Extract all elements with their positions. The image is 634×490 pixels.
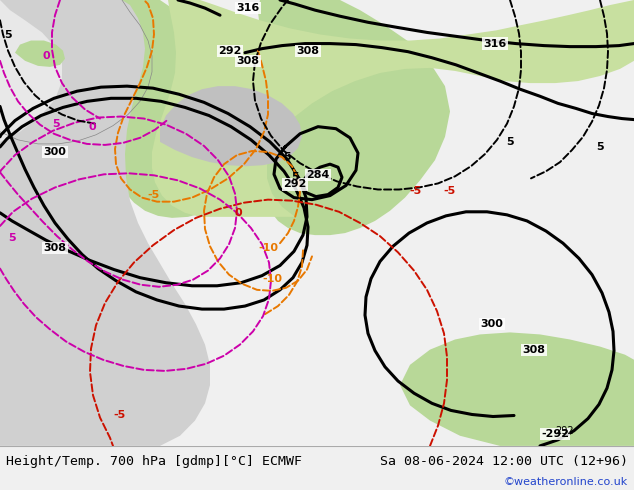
Text: ©weatheronline.co.uk: ©weatheronline.co.uk — [504, 477, 628, 487]
Text: -5: -5 — [409, 186, 421, 196]
Text: 284: 284 — [306, 171, 330, 180]
Text: 308: 308 — [44, 244, 67, 253]
Text: 308: 308 — [297, 46, 320, 56]
Polygon shape — [258, 0, 450, 235]
Text: 0: 0 — [234, 208, 242, 218]
Polygon shape — [400, 0, 634, 446]
Text: 0: 0 — [88, 122, 96, 132]
Text: 308: 308 — [236, 56, 259, 66]
Text: 0: 0 — [42, 51, 50, 61]
Text: 300: 300 — [481, 319, 503, 329]
Text: 5: 5 — [506, 137, 514, 147]
Text: 316: 316 — [483, 39, 507, 49]
Text: 292: 292 — [218, 46, 242, 56]
Text: 292: 292 — [555, 426, 574, 436]
Text: 300: 300 — [44, 147, 67, 157]
Text: -10: -10 — [262, 274, 282, 284]
Text: -5: -5 — [114, 411, 126, 420]
Text: 5: 5 — [4, 30, 12, 41]
Text: 5: 5 — [52, 119, 60, 129]
Polygon shape — [112, 0, 274, 218]
Text: Sa 08-06-2024 12:00 UTC (12+96): Sa 08-06-2024 12:00 UTC (12+96) — [380, 455, 628, 468]
Text: 316: 316 — [236, 3, 260, 13]
Text: -5: -5 — [148, 190, 160, 199]
Polygon shape — [15, 41, 65, 67]
Polygon shape — [152, 0, 634, 217]
Text: -5: -5 — [444, 186, 456, 196]
Text: -10: -10 — [258, 244, 278, 253]
Text: 5: 5 — [283, 152, 291, 162]
Text: -292: -292 — [541, 429, 569, 439]
Text: 292: 292 — [283, 179, 307, 190]
Polygon shape — [0, 0, 62, 142]
Text: 5: 5 — [291, 172, 299, 182]
Polygon shape — [160, 86, 302, 166]
Text: 308: 308 — [522, 344, 545, 355]
Polygon shape — [0, 0, 210, 446]
Text: Height/Temp. 700 hPa [gdmp][°C] ECMWF: Height/Temp. 700 hPa [gdmp][°C] ECMWF — [6, 455, 302, 468]
Text: 5: 5 — [8, 233, 16, 243]
Text: 5: 5 — [596, 142, 604, 152]
